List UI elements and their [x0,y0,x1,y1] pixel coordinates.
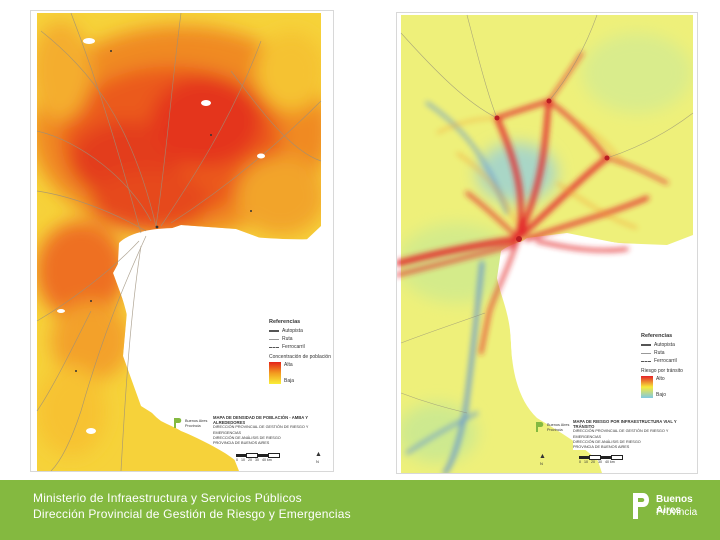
brand-name: Buenos Aires [656,494,693,516]
city-nodes [494,98,610,242]
density-map-graphic [36,12,331,471]
left-legend: Referencias Autopista Ruta Ferrocarril C… [269,319,331,386]
legend-title: Referencias [641,333,673,339]
right-title-block: MAPA DE RIESGO POR INFRAESTRUCTURA VIAL … [573,419,693,451]
right-legend: Referencias Autopista Ruta Ferrocarril R… [641,333,695,400]
lakes [57,38,265,434]
color-ramp-icon [269,362,281,384]
province-logo-icon [536,422,544,432]
scale-labels: 0 10 20 30 40 km [236,458,272,462]
medium-risk-corridors [436,116,638,230]
legend-row-ramp-title: Riesgo por tránsito [641,368,683,374]
legend-row-ramp-title: Concentración de población [269,354,331,360]
brand-subtitle: Provincia [656,507,698,518]
scale-labels: 0 10 20 30 40 km [579,460,615,464]
legend-title: Referencias [269,319,301,325]
legend-row-railway: Ferrocarril [641,358,695,364]
legend-row-ramp: Alta Baja [269,362,329,384]
transit-risk-map: Referencias Autopista Ruta Ferrocarril R… [396,12,698,474]
legend-row-railway: Ferrocarril [269,344,329,350]
north-arrow-icon: ▲ N [539,453,546,466]
left-title-block: MAPA DE DENSIDAD DE POBLACIÓN - AMBA Y A… [213,415,331,447]
north-arrow-icon: ▲ N [315,451,322,464]
legend-row-road: Ruta [269,336,329,342]
legend-row-highway: Autopista [269,328,329,334]
railway-line-icon [269,346,279,348]
road-line-icon [641,352,651,354]
footer-banner [0,480,720,540]
province-logo-icon [174,418,182,428]
color-ramp-icon [641,376,653,398]
logo-text: Buenos Aires Provincia [547,423,570,432]
land-area [401,15,693,473]
river-estuary [117,228,331,471]
legend-row-highway: Autopista [641,342,695,348]
legend-row-road: Ruta [641,350,695,356]
river-estuary [497,236,697,473]
directorate-name: Dirección Provincial de Gestión de Riesg… [33,507,351,521]
buenos-aires-logo-icon [633,493,649,519]
population-density-map: Referencias Autopista Ruta Ferrocarril C… [30,10,334,472]
highway-line-icon [269,330,279,332]
road-network [400,14,694,414]
risk-map-graphic [397,14,697,473]
railway-line-icon [641,360,651,362]
highway-line-icon [641,344,651,346]
ministry-name: Ministerio de Infraestructura y Servicio… [33,491,302,505]
logo-text: Buenos Aires Provincia [185,419,208,428]
road-line-icon [269,338,279,340]
scale-bar [236,453,280,458]
scale-bar [579,455,623,460]
legend-row-ramp: Alto Bajo [641,376,695,398]
high-risk-corridors [397,51,669,355]
locality-markers [75,50,252,372]
road-network [36,12,322,471]
